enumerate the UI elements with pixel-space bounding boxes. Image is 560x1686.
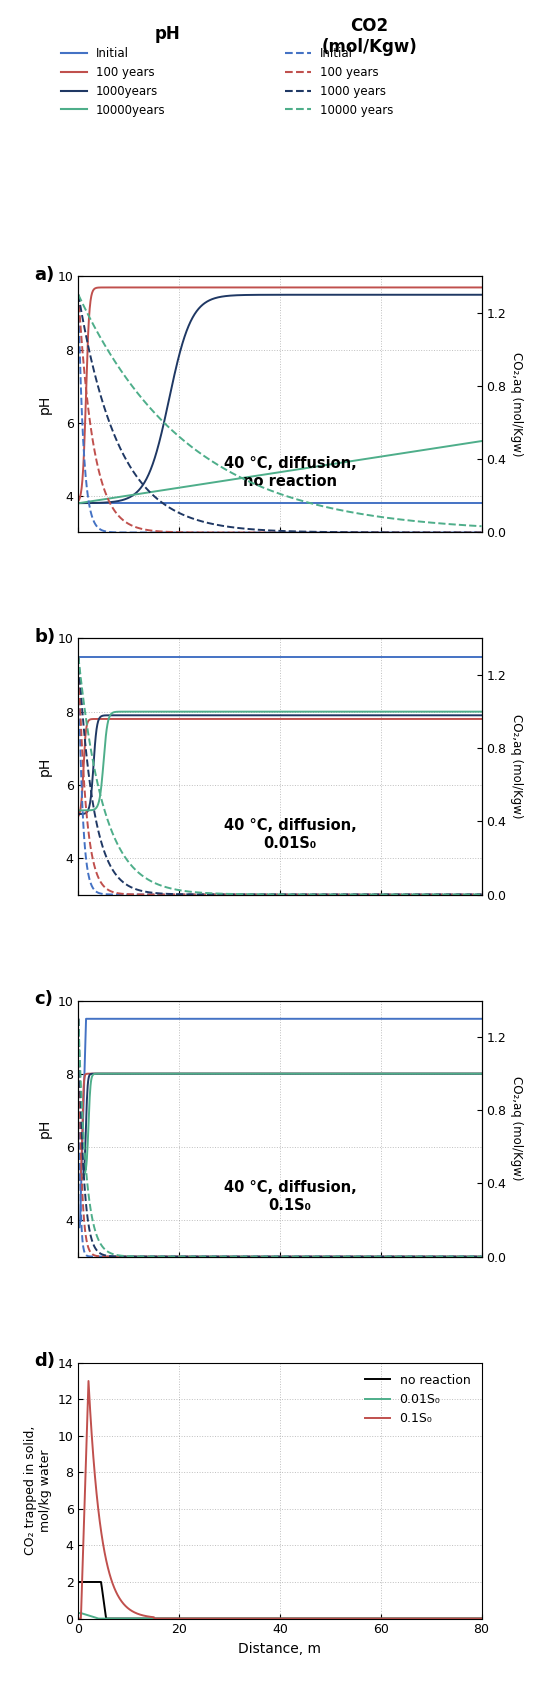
no reaction xyxy=(390,1608,396,1629)
no reaction xyxy=(397,1608,404,1629)
Y-axis label: CO₂,aq (mol/Kgw): CO₂,aq (mol/Kgw) xyxy=(510,352,523,457)
Text: pH: pH xyxy=(155,25,181,44)
Text: 40 °C, diffusion,
no reaction: 40 °C, diffusion, no reaction xyxy=(223,457,357,489)
Y-axis label: pH: pH xyxy=(38,757,52,776)
Y-axis label: CO₂,aq (mol/Kgw): CO₂,aq (mol/Kgw) xyxy=(510,1076,523,1180)
0.01S₀ xyxy=(95,1608,102,1629)
Y-axis label: CO₂,aq (mol/Kgw): CO₂,aq (mol/Kgw) xyxy=(510,715,523,819)
Line: 0.1S₀: 0.1S₀ xyxy=(78,1381,482,1619)
0.01S₀ xyxy=(397,1608,404,1629)
Text: b): b) xyxy=(34,629,55,646)
Line: no reaction: no reaction xyxy=(78,1581,482,1619)
Text: CO2
(mol/Kgw): CO2 (mol/Kgw) xyxy=(322,17,417,56)
0.01S₀ xyxy=(253,1608,260,1629)
0.1S₀ xyxy=(85,1371,92,1391)
0.01S₀ xyxy=(239,1608,245,1629)
0.01S₀ xyxy=(352,1608,359,1629)
Y-axis label: pH: pH xyxy=(38,1120,52,1138)
Text: a): a) xyxy=(34,266,54,285)
0.01S₀ xyxy=(116,1608,123,1629)
no reaction xyxy=(103,1608,110,1629)
no reaction xyxy=(75,1571,82,1592)
X-axis label: Distance, m: Distance, m xyxy=(239,1642,321,1656)
no reaction xyxy=(239,1608,245,1629)
0.01S₀ xyxy=(390,1608,396,1629)
0.1S₀ xyxy=(253,1608,260,1629)
no reaction xyxy=(253,1608,260,1629)
Y-axis label: pH: pH xyxy=(38,395,52,415)
0.1S₀ xyxy=(478,1608,485,1629)
Text: d): d) xyxy=(34,1352,55,1371)
no reaction xyxy=(478,1608,485,1629)
0.1S₀ xyxy=(397,1608,404,1629)
0.1S₀ xyxy=(75,1608,82,1629)
no reaction xyxy=(352,1608,359,1629)
0.1S₀ xyxy=(116,1588,123,1608)
no reaction xyxy=(116,1608,123,1629)
Legend: Initial, 100 years, 1000years, 10000years: Initial, 100 years, 1000years, 10000year… xyxy=(56,42,170,121)
0.01S₀ xyxy=(478,1608,485,1629)
Line: 0.01S₀: 0.01S₀ xyxy=(78,1614,482,1619)
0.01S₀ xyxy=(75,1603,82,1624)
Y-axis label: CO₂ trapped in solid,
mol/kg water: CO₂ trapped in solid, mol/kg water xyxy=(24,1426,52,1554)
Text: c): c) xyxy=(34,990,53,1008)
0.1S₀ xyxy=(239,1608,245,1629)
Text: 40 °C, diffusion,
0.1S₀: 40 °C, diffusion, 0.1S₀ xyxy=(223,1180,357,1212)
Text: 40 °C, diffusion,
0.01S₀: 40 °C, diffusion, 0.01S₀ xyxy=(223,818,357,851)
Legend: no reaction, 0.01S₀, 0.1S₀: no reaction, 0.01S₀, 0.1S₀ xyxy=(360,1369,475,1430)
Legend: Initial, 100 years, 1000 years, 10000 years: Initial, 100 years, 1000 years, 10000 ye… xyxy=(280,42,398,121)
0.1S₀ xyxy=(352,1608,359,1629)
0.1S₀ xyxy=(390,1608,396,1629)
